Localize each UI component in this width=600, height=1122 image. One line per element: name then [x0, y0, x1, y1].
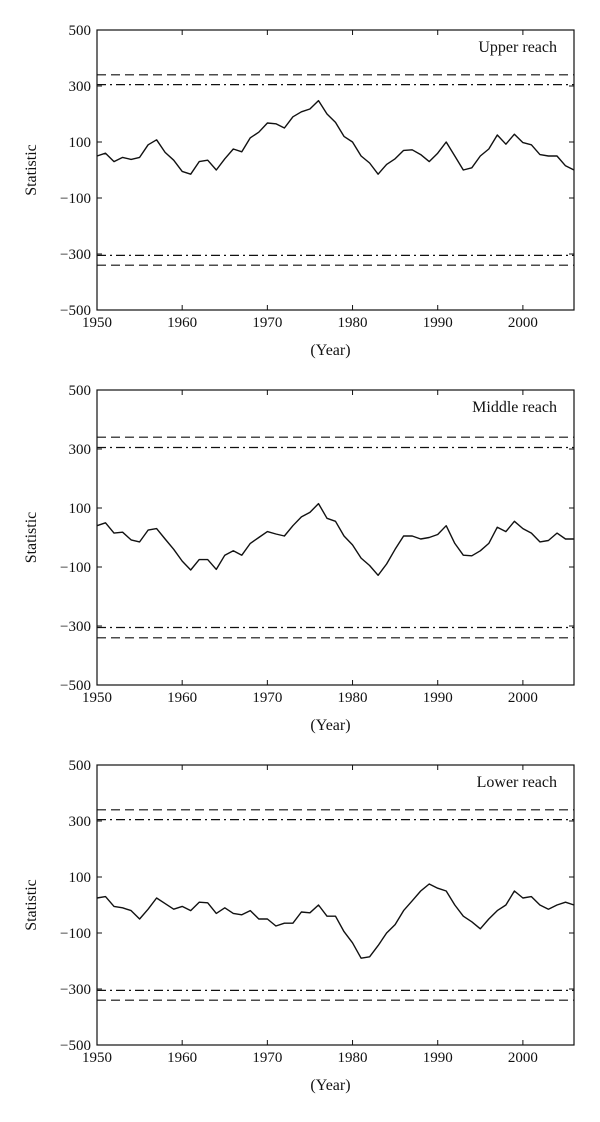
x-tick-label: 1960: [167, 1050, 197, 1066]
panel-title: Upper reach: [478, 39, 557, 56]
x-tick-label: 1970: [252, 1050, 282, 1066]
y-tick-label: −100: [60, 191, 91, 207]
y-tick-label: 500: [69, 383, 92, 399]
x-tick-label: 1960: [167, 690, 197, 706]
x-axis-label: (Year): [310, 1077, 350, 1094]
y-tick-label: 100: [69, 501, 92, 517]
series-line: [96, 883, 575, 959]
x-tick-label: 1980: [338, 690, 368, 706]
y-axis-label: Statistic: [23, 512, 40, 564]
y-tick-label: 100: [69, 135, 92, 151]
plot-frame: [96, 764, 575, 1046]
y-tick-label: −500: [60, 1038, 91, 1054]
x-tick-label: 1970: [252, 690, 282, 706]
x-tick-label: 2000: [508, 1050, 538, 1066]
x-tick-label: 1950: [82, 690, 112, 706]
panel-title: Middle reach: [472, 399, 557, 416]
y-tick-label: −300: [60, 982, 91, 998]
x-tick-label: 1990: [423, 690, 453, 706]
x-tick-label: 1970: [252, 315, 282, 331]
x-tick-label: 1950: [82, 315, 112, 331]
x-tick-label: 1990: [423, 315, 453, 331]
x-tick-label: 2000: [508, 690, 538, 706]
y-tick-label: 100: [69, 870, 92, 886]
x-tick-label: 1990: [423, 1050, 453, 1066]
panel-title: Lower reach: [477, 774, 557, 791]
y-tick-label: 500: [69, 23, 92, 39]
series-line: [96, 502, 574, 576]
y-tick-label: −500: [60, 303, 91, 319]
series-line: [96, 99, 575, 175]
y-tick-label: 300: [69, 814, 92, 830]
plot-frame: [96, 29, 575, 311]
y-axis-label: Statistic: [23, 144, 40, 196]
y-tick-label: −100: [60, 560, 91, 576]
x-axis-label: (Year): [310, 342, 350, 359]
y-tick-label: −100: [60, 926, 91, 942]
y-tick-label: −300: [60, 619, 91, 635]
plot-frame: [96, 389, 575, 686]
x-axis-label: (Year): [310, 717, 350, 734]
y-tick-label: −500: [60, 678, 91, 694]
y-tick-label: 300: [69, 79, 92, 95]
x-tick-label: 2000: [508, 315, 538, 331]
y-tick-label: −300: [60, 247, 91, 263]
y-axis-label: Statistic: [23, 879, 40, 931]
x-tick-label: 1960: [167, 315, 197, 331]
x-tick-label: 1980: [338, 1050, 368, 1066]
y-tick-label: 300: [69, 442, 92, 458]
x-tick-label: 1950: [82, 1050, 112, 1066]
y-tick-label: 500: [69, 758, 92, 774]
x-tick-label: 1980: [338, 315, 368, 331]
